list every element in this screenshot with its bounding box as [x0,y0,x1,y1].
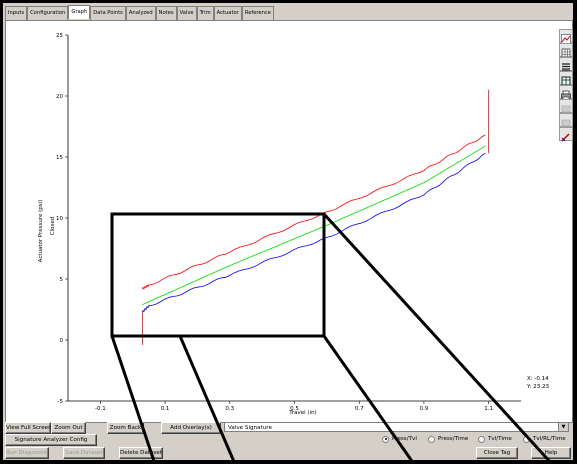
radio-tvl-rl-time[interactable]: Tvl/RL/Time [523,435,566,443]
tab-graph[interactable]: Graph [68,5,91,19]
combo-value: Valve Signature [228,425,272,431]
app-window: Inputs Configuration Graph Data Points A… [3,3,573,460]
tab-inputs[interactable]: Inputs [5,6,28,20]
y-tick-label: 25 [56,33,63,39]
y-axis-label: Actuator Pressure (psi) [38,200,44,263]
pencil-icon[interactable] [559,127,573,142]
series-line-1 [142,145,486,305]
closed-annotation: Closed [50,217,56,235]
radio-label: Tvl/RL/Time [533,436,566,442]
x-tick-label: 0.7 [355,406,364,412]
chevron-down-icon[interactable]: ▼ [558,423,568,431]
series-line-0 [142,134,486,290]
x-tick-label: 0.5 [290,406,299,412]
help-button[interactable]: Help [531,447,571,459]
graph-icon[interactable] [559,29,573,44]
tab-data-points[interactable]: Data Points [90,6,126,20]
run-diagnostic-button[interactable]: Run Diagnostic [5,447,49,459]
y-tick-label: 5 [60,277,64,283]
x-tick-label: 0.3 [225,406,234,412]
tab-reference[interactable]: Reference [241,6,274,20]
y-tick-label: 0 [60,338,64,344]
y-tick-label: 15 [56,155,63,161]
tab-valve[interactable]: Valve [176,6,197,20]
x-tick-label: 0.1 [161,406,170,412]
x-tick-label: 1.1 [484,406,493,412]
tab-configuration[interactable]: Configuration [27,6,69,20]
chart[interactable]: -0.1 0.1 0.3 0.5 0.7 0.9 1.1 -5 0 5 10 15 20 25 Actua… [6,21,572,422]
readout-x: X: -0.14 [527,376,549,382]
grid-icon[interactable] [559,43,573,58]
signature-analyzer-config-button[interactable]: Signature Analyzer Config [5,434,97,446]
list-icon[interactable] [559,57,573,72]
tab-notes[interactable]: Notes [155,6,177,20]
close-tag-button[interactable]: Close Tag [476,447,518,459]
tab-strip: Inputs Configuration Graph Data Points A… [5,5,274,20]
add-overlay-button[interactable]: Add Overlay(s) [161,422,221,434]
disabled-icon[interactable] [559,99,573,113]
radio-label: Press/Time [438,436,469,442]
y-tick-label: 20 [56,94,63,100]
tab-actuator[interactable]: Actuator [213,6,242,20]
disabled-icon[interactable] [559,113,573,127]
delete-dataset-button[interactable]: Delete Dataset [119,447,163,459]
tab-trim[interactable]: Trim [196,6,214,20]
y-tick-label: 10 [56,216,63,222]
x-tick-label: 0.9 [420,406,429,412]
radio-label: Tvl/Time [488,436,512,442]
radio-dot [382,435,389,443]
signature-combo[interactable]: Valve Signature ▼ [224,422,569,432]
readout-y: Y: 23.23 [526,384,549,390]
x-tick-label: -0.1 [95,406,106,412]
radio-dot [523,435,530,443]
radio-label: Press/Tvl [392,436,417,442]
radio-dot [478,435,485,443]
save-dataset-button[interactable]: Save Dataset [63,447,105,459]
table-icon[interactable] [559,71,573,86]
radio-press-time[interactable]: Press/Time [428,435,468,443]
view-full-screen-button[interactable]: View Full Screen [5,422,52,434]
zoom-out-button[interactable]: Zoom Out [51,422,86,434]
radio-tvl-time[interactable]: Tvl/Time [478,435,512,443]
radio-dot [428,435,435,443]
tab-analyzed[interactable]: Analyzed [125,6,156,20]
zoom-back-button[interactable]: Zoom Back [107,422,144,434]
x-axis-label: Travel (in) [288,410,316,416]
radio-press-tvl[interactable]: Press/Tvl [382,435,417,443]
y-tick-label: -5 [58,399,64,405]
graph-panel: -0.1 0.1 0.3 0.5 0.7 0.9 1.1 -5 0 5 10 15 20 25 Actua… [5,20,573,423]
print-icon[interactable] [559,85,573,100]
